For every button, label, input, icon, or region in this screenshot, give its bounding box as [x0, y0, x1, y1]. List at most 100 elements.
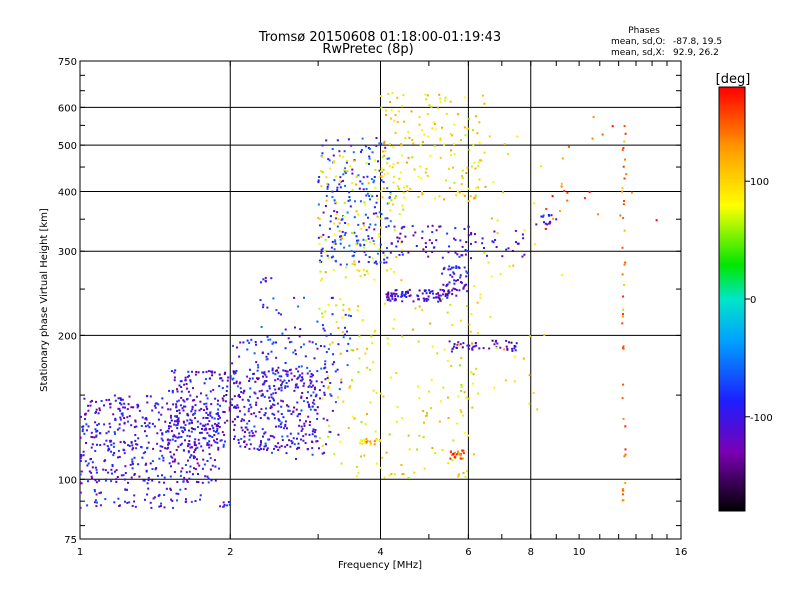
data-point — [453, 279, 456, 282]
data-point — [132, 406, 135, 409]
data-point — [423, 421, 425, 424]
data-point — [300, 395, 303, 398]
data-point — [168, 462, 171, 465]
data-point — [431, 345, 434, 348]
data-point — [476, 301, 479, 304]
data-point — [496, 232, 499, 235]
data-point — [94, 466, 97, 469]
data-point — [250, 406, 253, 409]
data-point — [217, 446, 220, 449]
data-point — [457, 475, 460, 478]
data-point — [400, 227, 403, 230]
data-point — [389, 193, 392, 195]
data-point — [239, 396, 241, 398]
data-point — [467, 127, 470, 130]
data-point — [434, 197, 436, 200]
data-point — [317, 216, 320, 219]
data-point — [333, 248, 336, 251]
data-point — [470, 232, 473, 234]
data-point — [311, 447, 314, 450]
data-point — [340, 381, 343, 384]
data-point — [546, 223, 549, 226]
data-point — [177, 417, 180, 420]
data-point — [383, 258, 386, 261]
data-point — [198, 442, 201, 445]
data-point — [237, 395, 240, 397]
data-point — [226, 504, 228, 507]
data-point — [206, 417, 209, 419]
data-point — [264, 380, 267, 383]
data-point — [449, 268, 452, 271]
data-point — [472, 453, 475, 456]
data-point — [471, 342, 474, 345]
data-point — [322, 385, 325, 388]
data-point — [258, 449, 261, 451]
data-point — [248, 434, 251, 437]
data-point — [320, 255, 323, 257]
data-point — [148, 422, 151, 425]
data-point — [374, 329, 377, 332]
data-point — [423, 467, 426, 470]
data-point — [312, 374, 314, 377]
data-point — [355, 243, 358, 246]
data-point — [104, 469, 107, 472]
data-point — [194, 449, 197, 451]
data-point — [363, 274, 366, 276]
data-point — [104, 479, 107, 482]
data-point — [339, 242, 342, 245]
data-point — [195, 395, 198, 398]
data-point — [442, 283, 445, 286]
data-point — [280, 413, 283, 415]
data-point — [281, 435, 284, 438]
data-point — [297, 305, 300, 308]
data-point — [390, 292, 393, 295]
data-point — [347, 342, 350, 345]
data-point — [325, 139, 328, 142]
data-point — [418, 434, 421, 437]
data-point — [266, 447, 269, 450]
data-point — [221, 397, 224, 400]
data-point — [363, 250, 366, 253]
data-point — [162, 459, 165, 462]
data-point — [323, 393, 326, 396]
data-point — [465, 275, 468, 278]
data-point — [243, 440, 246, 443]
data-point — [373, 242, 376, 245]
data-point — [80, 482, 83, 485]
data-point — [206, 475, 209, 478]
data-point — [219, 416, 221, 419]
data-point — [248, 431, 251, 434]
data-point — [316, 370, 319, 373]
data-point — [209, 435, 212, 438]
data-point — [429, 407, 432, 409]
data-point — [309, 408, 312, 411]
data-point — [448, 187, 451, 189]
data-point — [447, 292, 450, 295]
data-point — [348, 307, 351, 310]
data-point — [387, 296, 390, 299]
data-point — [541, 215, 544, 218]
data-point — [219, 439, 222, 442]
data-point — [146, 447, 148, 450]
data-point — [142, 452, 145, 455]
data-point — [235, 369, 238, 372]
data-point — [171, 456, 174, 459]
data-point — [95, 408, 98, 411]
data-point — [188, 429, 190, 432]
data-point — [449, 274, 452, 277]
data-point — [405, 291, 407, 293]
data-point — [456, 422, 459, 425]
data-point — [444, 295, 447, 298]
data-point — [324, 378, 327, 381]
data-point — [272, 372, 275, 375]
data-point — [268, 385, 271, 388]
data-point — [460, 183, 463, 186]
data-point — [451, 275, 454, 278]
data-point — [147, 479, 150, 481]
data-point — [287, 337, 290, 340]
data-point — [319, 259, 321, 262]
data-point — [290, 372, 293, 375]
data-point — [351, 189, 354, 191]
data-point — [321, 312, 324, 315]
data-point — [222, 445, 225, 448]
